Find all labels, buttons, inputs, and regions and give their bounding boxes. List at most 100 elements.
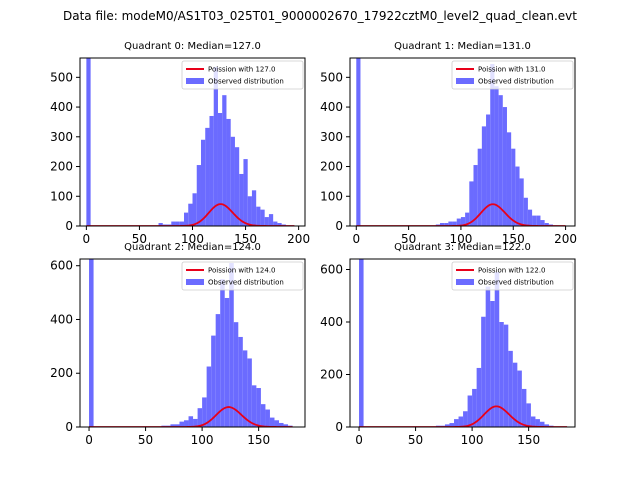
axes-frame bbox=[79, 258, 306, 428]
y-tick-label: 400 bbox=[320, 100, 343, 114]
histogram-bar bbox=[158, 223, 163, 226]
y-tick-label: 400 bbox=[320, 315, 343, 329]
histogram-bar bbox=[188, 203, 193, 226]
histogram-bar bbox=[202, 397, 207, 427]
histogram-bar bbox=[243, 159, 248, 226]
histogram-bar bbox=[268, 214, 274, 226]
y-tick-label: 200 bbox=[50, 160, 73, 174]
subplot-title: Quadrant 2: Median=124.0 bbox=[124, 242, 261, 253]
histogram-bar bbox=[460, 217, 466, 226]
histogram-bar bbox=[234, 147, 240, 226]
x-tick-label: 200 bbox=[554, 232, 577, 246]
y-tick-label: 0 bbox=[335, 219, 343, 233]
y-tick-label: 500 bbox=[50, 70, 73, 84]
histogram-bar bbox=[508, 350, 513, 427]
subplot-title: Quadrant 3: Median=122.0 bbox=[394, 242, 531, 253]
histogram-bar bbox=[217, 113, 223, 226]
plot-area bbox=[356, 58, 566, 226]
histogram-bar bbox=[211, 335, 216, 427]
legend-label-poisson: Poission with 122.0 bbox=[478, 267, 546, 275]
plot-area bbox=[89, 259, 293, 427]
y-tick-label: 400 bbox=[50, 100, 73, 114]
histogram-bar bbox=[224, 297, 230, 427]
histogram-bar bbox=[274, 420, 279, 427]
y-tick-label: 100 bbox=[50, 189, 73, 203]
histogram-bar bbox=[278, 422, 284, 427]
histogram-bar bbox=[192, 193, 197, 226]
legend-box bbox=[181, 60, 304, 90]
y-tick-label: 200 bbox=[320, 368, 343, 382]
histogram-bar bbox=[184, 420, 189, 427]
histogram-bar bbox=[449, 423, 455, 427]
y-tick-label: 600 bbox=[50, 259, 73, 273]
histogram-bar bbox=[260, 404, 266, 427]
y-tick-label: 300 bbox=[50, 130, 73, 144]
histogram-bar bbox=[511, 148, 516, 226]
histogram-bar bbox=[356, 58, 361, 226]
y-tick-label: 400 bbox=[50, 312, 73, 326]
histogram-bar bbox=[247, 196, 252, 226]
histogram-bar bbox=[458, 416, 464, 427]
histogram-bar bbox=[517, 370, 522, 427]
histogram-bar bbox=[536, 215, 541, 226]
histogram-bar bbox=[89, 259, 94, 427]
subplot-title: Quadrant 1: Median=131.0 bbox=[394, 41, 531, 52]
histogram-bar bbox=[205, 127, 210, 226]
histogram-bar bbox=[222, 95, 227, 226]
y-tick-label: 600 bbox=[320, 263, 343, 277]
histogram-bar bbox=[242, 350, 248, 427]
histogram-bar bbox=[251, 385, 257, 427]
x-tick-label: 200 bbox=[287, 232, 310, 246]
y-tick-label: 0 bbox=[65, 420, 73, 434]
x-tick-label: 50 bbox=[132, 232, 147, 246]
histogram-bar bbox=[494, 272, 500, 427]
histogram-bar bbox=[256, 388, 261, 427]
histogram-bar bbox=[502, 107, 507, 226]
histogram-bar bbox=[485, 286, 491, 427]
x-tick-label: 0 bbox=[85, 433, 93, 447]
histogram-bar bbox=[215, 314, 221, 427]
histogram-bar bbox=[175, 221, 180, 226]
legend-label-observed: Observed distribution bbox=[478, 78, 554, 86]
histogram-bar bbox=[521, 388, 527, 427]
histogram-bar bbox=[490, 63, 495, 226]
x-tick-label: 0 bbox=[352, 232, 360, 246]
legend-box bbox=[451, 60, 574, 90]
subplot-quadrant-2: Quadrant 2: Median=124.0 0 50 100 150 0 200 400… bbox=[50, 242, 306, 447]
histogram-bar bbox=[467, 395, 473, 427]
histogram-bar bbox=[230, 136, 235, 226]
legend: Poission with 127.0 Observed distribution bbox=[181, 60, 304, 90]
histogram-bar bbox=[465, 212, 470, 226]
histogram-bar bbox=[444, 223, 449, 226]
histogram-bar bbox=[540, 220, 545, 226]
histogram-bar bbox=[526, 403, 531, 427]
histogram-bar bbox=[490, 301, 495, 427]
histogram-bar bbox=[273, 221, 278, 226]
histogram-bar bbox=[220, 279, 225, 427]
x-tick-label: 0 bbox=[355, 433, 363, 447]
histogram-bar bbox=[477, 148, 482, 226]
histogram-bar bbox=[238, 336, 243, 427]
histogram-bar bbox=[283, 424, 289, 427]
subplot-title: Quadrant 0: Median=127.0 bbox=[124, 41, 261, 52]
histogram-bar bbox=[535, 419, 540, 427]
histogram-bar bbox=[247, 358, 252, 427]
histogram-bar bbox=[463, 411, 468, 427]
legend-label-poisson: Poission with 127.0 bbox=[208, 66, 276, 74]
histogram-bar bbox=[251, 190, 257, 226]
histogram-bar bbox=[539, 421, 545, 427]
x-tick-label: 150 bbox=[502, 232, 525, 246]
histogram-bar bbox=[452, 221, 457, 226]
histogram-bar bbox=[512, 362, 518, 427]
histogram-bar bbox=[209, 115, 214, 226]
histogram-bar bbox=[197, 408, 203, 427]
legend-label-observed: Observed distribution bbox=[208, 279, 284, 287]
x-tick-label: 100 bbox=[181, 232, 204, 246]
y-tick-label: 0 bbox=[335, 420, 343, 434]
histogram-bar bbox=[523, 197, 528, 226]
histogram-bar bbox=[233, 322, 239, 427]
histogram-bar bbox=[456, 218, 461, 226]
histogram-bar bbox=[473, 165, 478, 226]
histogram-bar bbox=[265, 409, 270, 427]
